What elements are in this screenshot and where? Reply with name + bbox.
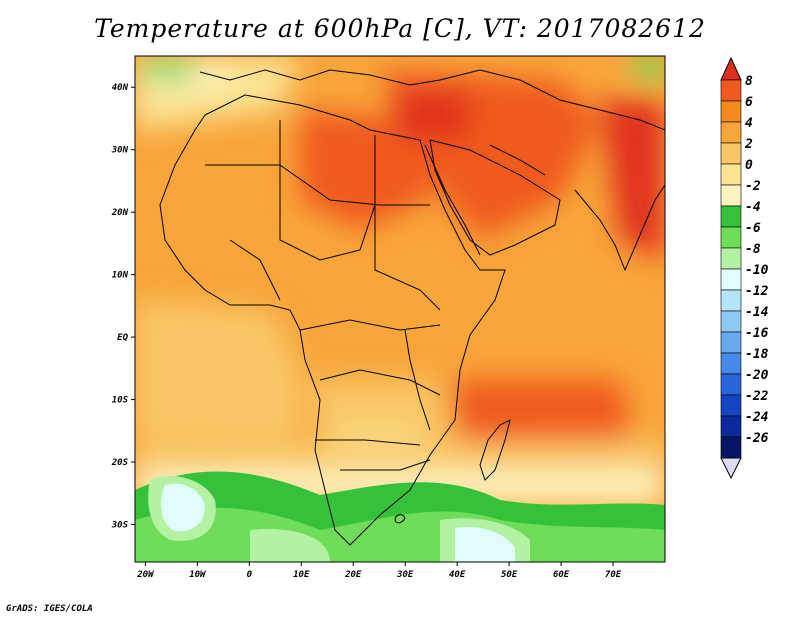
colorbar-label: -8 xyxy=(745,242,761,257)
lat-tick-label: 30S xyxy=(111,521,129,531)
colorbar-label: -2 xyxy=(745,179,761,194)
colorbar-label: -18 xyxy=(745,347,769,362)
colorbar-label: -26 xyxy=(745,431,769,446)
map-frame xyxy=(134,55,666,563)
lat-tick-label: 10S xyxy=(112,396,129,406)
colorbar-swatch xyxy=(720,373,742,396)
colorbar-label: -22 xyxy=(745,389,769,404)
colorbar-label: -20 xyxy=(745,368,769,383)
colorbar-label: -10 xyxy=(745,263,769,278)
colorbar-swatch xyxy=(720,121,742,144)
colorbar-swatch xyxy=(720,310,742,333)
colorbar-label: -16 xyxy=(745,326,769,341)
colorbar-swatch xyxy=(720,100,742,123)
colorbar-label: -6 xyxy=(745,221,761,236)
lon-tick-label: 20W xyxy=(136,570,155,580)
colorbar-label: -14 xyxy=(745,305,769,320)
coastlines xyxy=(159,69,665,546)
lon-tick-label: 10E xyxy=(293,570,310,580)
lon-tick-label: 50E xyxy=(501,570,518,580)
colorbar-swatch xyxy=(720,226,742,249)
colorbar-swatch xyxy=(720,268,742,291)
colorbar-swatch xyxy=(720,163,742,186)
colorbar-swatch xyxy=(720,247,742,270)
colorbar-label: 2 xyxy=(744,137,753,152)
lon-tick-label: 30E xyxy=(396,570,414,580)
colorbar-bottom-arrow xyxy=(720,457,742,480)
colorbar-top-arrow xyxy=(720,56,742,81)
temperature-field xyxy=(135,56,665,562)
lat-tick-label: 10N xyxy=(112,271,129,281)
lat-tick-label: 20S xyxy=(111,458,129,468)
colorbar-swatch xyxy=(720,79,742,102)
lon-tick-label: 60E xyxy=(553,570,570,580)
lat-tick-label: 40N xyxy=(112,83,129,93)
colorbar-swatch xyxy=(720,436,742,459)
colorbar-label: -4 xyxy=(745,200,761,215)
footer-credit: GrADS: IGES/COLA xyxy=(6,604,93,614)
lon-tick-label: 10W xyxy=(189,570,207,580)
colorbar-swatch xyxy=(720,352,742,375)
latitude-ticks: 40N 30N 20N 10N EQ 10S 20S 30S xyxy=(111,83,135,531)
colorbar-label: 0 xyxy=(745,158,753,173)
colorbar-label: -24 xyxy=(745,410,769,425)
colorbar-label: 6 xyxy=(745,95,753,110)
lon-tick-label: 0 xyxy=(247,570,253,580)
lon-tick-label: 70E xyxy=(605,570,622,580)
colorbar-swatch xyxy=(720,142,742,165)
colorbar-label: -12 xyxy=(745,284,769,299)
colorbar-swatch xyxy=(720,289,742,312)
colorbar-swatch xyxy=(720,205,742,228)
colorbar-swatch xyxy=(720,415,742,438)
longitude-ticks: 20W 10W 0 10E 20E 30E 40E 50E 60E 70E xyxy=(136,562,622,580)
colorbar-label: 8 xyxy=(745,74,753,89)
lon-tick-label: 40E xyxy=(449,570,466,580)
lat-tick-label: 20N xyxy=(111,208,129,218)
colorbar-label: 4 xyxy=(745,116,753,131)
map-title: Temperature at 600hPa [C], VT: 201708261… xyxy=(94,14,706,43)
colorbar-swatch xyxy=(720,394,742,417)
colorbar: 8 6 4 2 0 -2 -4 -6 -8 -10 -12 -14 -16 -18 -20 -22 -24 -26 xyxy=(720,56,769,480)
colorbar-swatch xyxy=(720,331,742,354)
lat-tick-label: 30N xyxy=(111,146,129,156)
lat-tick-label: EQ xyxy=(117,333,128,343)
colorbar-swatch xyxy=(720,184,742,207)
lon-tick-label: 20E xyxy=(344,570,362,580)
